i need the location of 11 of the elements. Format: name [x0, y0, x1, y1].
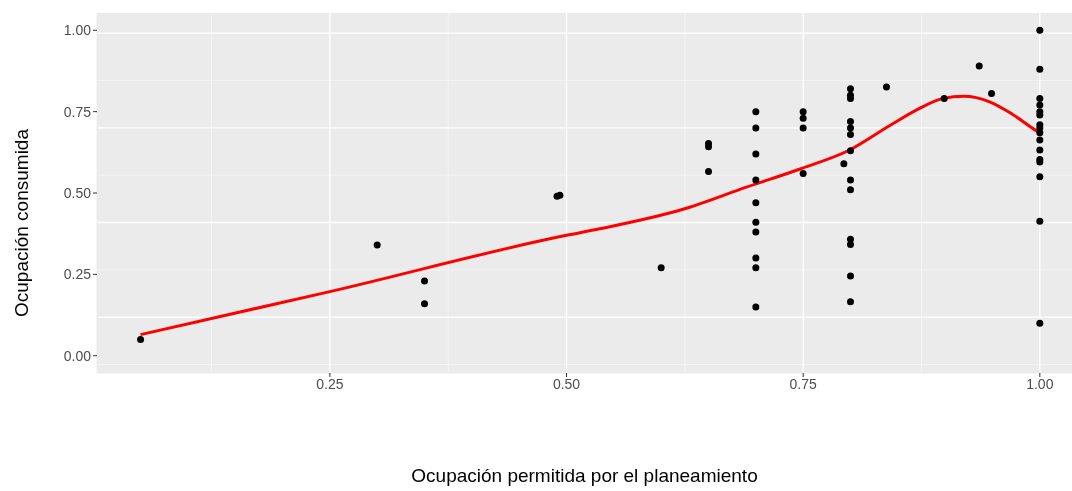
x-tick-label: 0.75 — [789, 375, 817, 392]
y-tick-label: 0.75 — [63, 103, 92, 120]
y-tick-label: 0.50 — [63, 184, 92, 201]
x-axis-title: Ocupación permitida por el planeamiento — [410, 465, 759, 487]
y-tick-label: 1.00 — [63, 22, 92, 39]
x-tick-label: 0.50 — [552, 375, 581, 392]
x-tick-label: 1.00 — [1026, 375, 1054, 392]
y-tick-label: 0.25 — [63, 266, 92, 283]
y-axis-title: Ocupación consumida — [11, 128, 33, 317]
y-tick-label: 0.00 — [63, 347, 92, 364]
x-tick-label: 0.25 — [316, 375, 344, 392]
